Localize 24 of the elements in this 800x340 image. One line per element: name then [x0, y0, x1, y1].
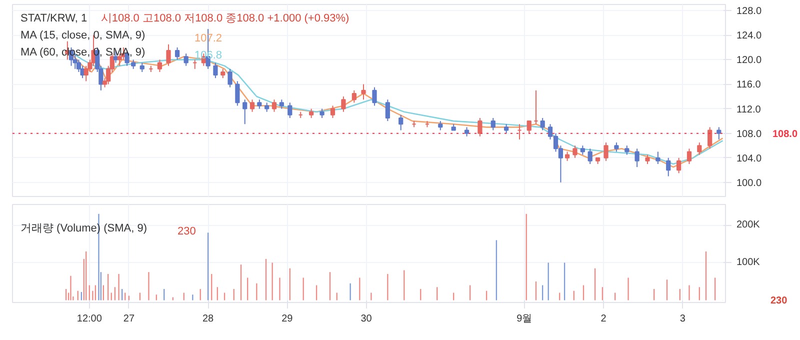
x-tick-label: 9월 [516, 314, 532, 324]
y-tick-label: 112.0 [736, 104, 762, 116]
series-label: MA (15, close, 0, SMA, 9) [20, 30, 146, 42]
y-tick-label: 100K [736, 257, 760, 268]
y-tick-label: 104.0 [736, 153, 762, 164]
y-tick-label: 100.0 [736, 178, 762, 189]
text: 시108.0 고108.0 저108.0 종108.0 +1.000 (+0.93%) [100, 12, 350, 24]
y-tick-label: 128.0 [736, 6, 762, 18]
y-tick-label: 124.0 [736, 30, 762, 42]
ref-line-label: 108.0 [772, 128, 798, 140]
y-tick-label: 108.0 [736, 128, 762, 140]
x-tick-label: 30 [360, 314, 372, 324]
x-tick-label: 29 [282, 314, 294, 324]
x-tick-label: 3 [680, 314, 686, 324]
x-tick-label: 28 [202, 314, 214, 324]
text: 230 [770, 296, 788, 307]
y-tick-label: 200K [736, 220, 760, 231]
text: STAT/KRW, 1 [20, 12, 88, 24]
x-tick-label: 2 [600, 314, 607, 324]
y-tick-label: 120.0 [736, 55, 762, 66]
y-tick-label: 116.0 [736, 80, 762, 91]
x-tick-label: 12:00 [76, 314, 102, 324]
x-tick-label: 27 [123, 314, 135, 324]
annotation: 230 [178, 226, 196, 238]
